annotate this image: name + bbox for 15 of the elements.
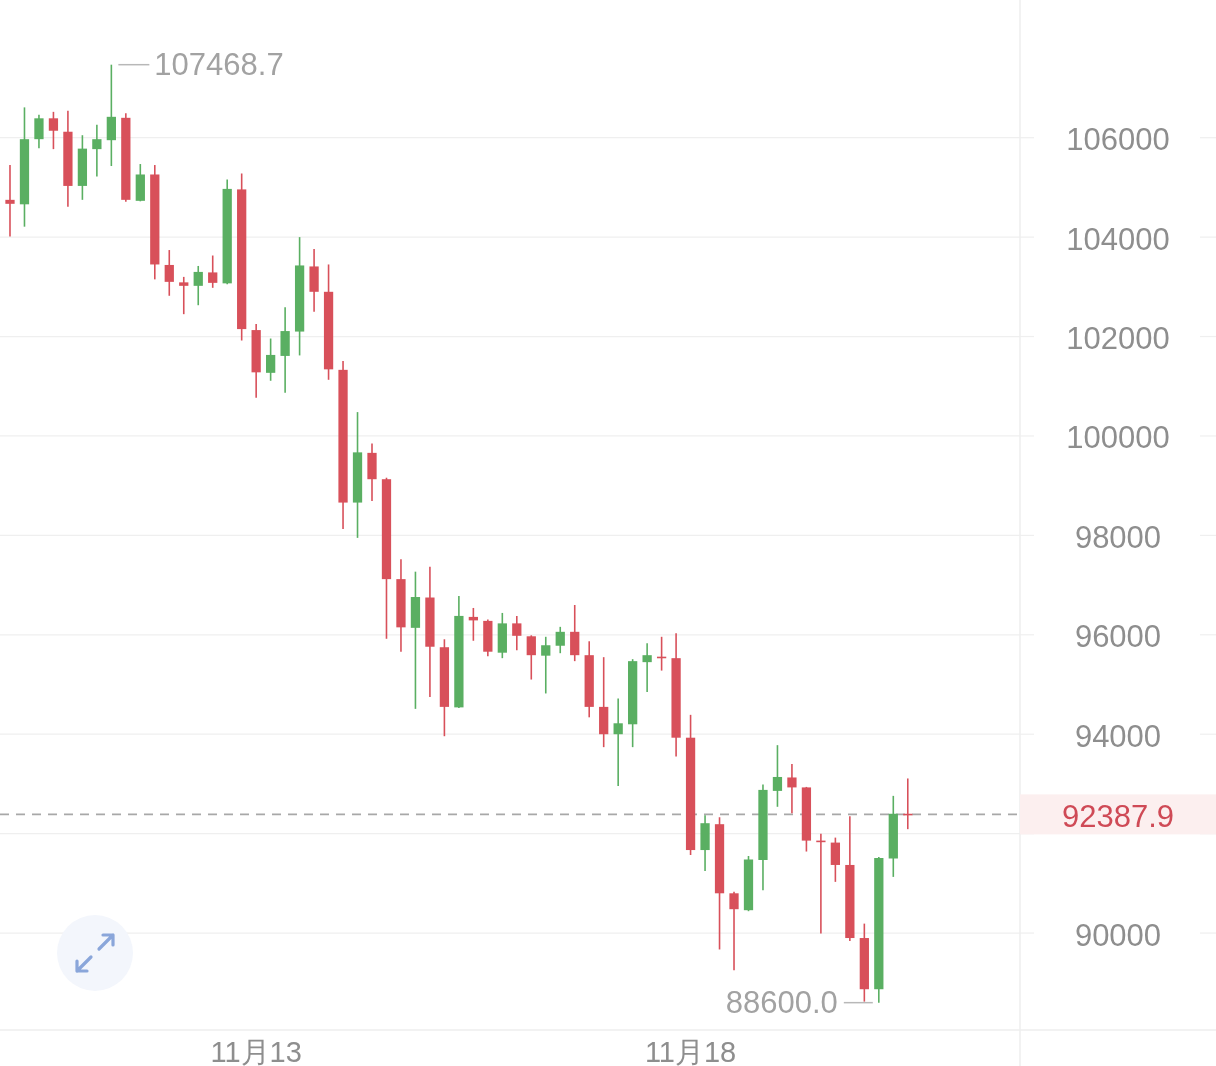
y-tick-label: 90000 — [1074, 917, 1162, 953]
annotation: 107468.7 — [117, 47, 284, 83]
y-tick-label: 106000 — [1066, 122, 1170, 158]
y-tick-label: 96000 — [1074, 619, 1162, 655]
annotation: 88600.0 — [725, 985, 874, 1021]
y-tick-label: 104000 — [1066, 221, 1170, 257]
x-tick-label: 11月18 — [644, 1036, 737, 1066]
x-tick-label: 11月13 — [210, 1036, 302, 1066]
y-tick-label: 94000 — [1074, 718, 1162, 754]
ref-line-label: 92387.9 — [1061, 798, 1175, 834]
annotation: 88600.0 — [725, 985, 838, 1021]
y-tick-label: 100000 — [1066, 420, 1170, 456]
y-tick-label: 102000 — [1066, 321, 1170, 357]
annotation: 107468.7 — [154, 47, 284, 83]
y-tick-label: 98000 — [1074, 519, 1162, 555]
